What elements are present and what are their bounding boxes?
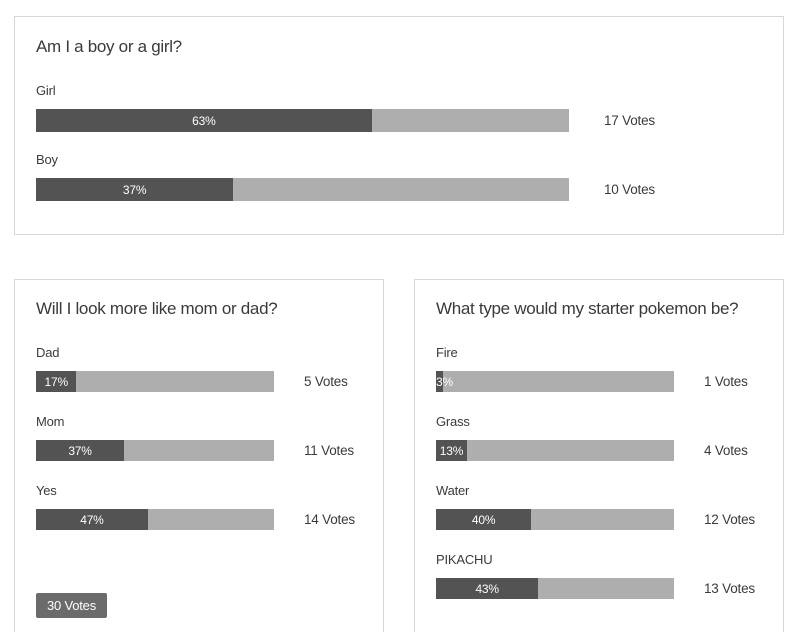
poll-question: What type would my starter pokemon be? xyxy=(436,299,739,318)
poll-option-label: Mom xyxy=(36,414,65,429)
vote-bar-fill: 17% xyxy=(36,371,77,392)
vote-count-label: 13 Votes xyxy=(704,581,755,596)
poll-option-label: Water xyxy=(436,483,470,498)
bottom-cards-row: Will I look more like mom or dad? Dad 17… xyxy=(14,279,784,632)
poll-option: Boy 37% 10 Votes xyxy=(36,152,762,201)
poll-option-bar-row: 40% 12 Votes xyxy=(436,509,762,530)
poll-option-label: Grass xyxy=(436,414,470,429)
poll-option: Yes 47% 14 Votes xyxy=(36,483,362,530)
vote-bar-fill: 37% xyxy=(36,178,234,201)
poll-option: Mom 37% 11 Votes xyxy=(36,414,362,461)
poll-option-label: Girl xyxy=(36,83,56,98)
vote-bar[interactable]: 63% xyxy=(36,109,569,132)
vote-count-label: 4 Votes xyxy=(704,443,748,458)
vote-bar[interactable]: 43% xyxy=(436,578,674,599)
poll-option-bar-row: 43% 13 Votes xyxy=(436,578,762,599)
vote-bar-fill: 37% xyxy=(36,440,125,461)
vote-count-label: 5 Votes xyxy=(304,374,348,389)
vote-percent-label: 17% xyxy=(44,374,69,389)
poll-option: PIKACHU 43% 13 Votes xyxy=(436,552,762,599)
vote-bar-fill: 47% xyxy=(36,509,148,530)
vote-bar-fill: 63% xyxy=(36,109,372,132)
vote-percent-label: 37% xyxy=(68,443,92,458)
poll-option-bar-row: 3% 1 Votes xyxy=(436,371,762,392)
vote-percent-label: 40% xyxy=(471,512,496,527)
vote-percent-label: 3% xyxy=(436,374,453,389)
vote-count-label: 14 Votes xyxy=(304,512,355,527)
vote-percent-label: 43% xyxy=(475,581,499,596)
poll-option-bar-row: 17% 5 Votes xyxy=(36,371,362,392)
vote-count-label: 11 Votes xyxy=(304,443,354,458)
vote-bar-fill: 40% xyxy=(436,509,532,530)
poll-option-label: PIKACHU xyxy=(436,552,493,567)
poll-question: Am I a boy or a girl? xyxy=(36,37,182,56)
poll-option-label: Yes xyxy=(36,483,57,498)
vote-bar[interactable]: 17% xyxy=(36,371,274,392)
poll-option-label: Fire xyxy=(436,345,458,360)
vote-bar[interactable]: 47% xyxy=(36,509,274,530)
vote-count-label: 1 Votes xyxy=(704,374,748,389)
vote-count-label: 12 Votes xyxy=(704,512,755,527)
poll-option: Fire 3% 1 Votes xyxy=(436,345,762,392)
vote-bar[interactable]: 37% xyxy=(36,178,569,201)
poll-option-bar-row: 37% 10 Votes xyxy=(36,178,762,201)
poll-question: Will I look more like mom or dad? xyxy=(36,299,278,318)
poll-option-label: Dad xyxy=(36,345,60,360)
vote-bar[interactable]: 13% xyxy=(436,440,674,461)
poll-option: Water 40% 12 Votes xyxy=(436,483,762,530)
vote-percent-label: 13% xyxy=(439,443,464,458)
vote-bar[interactable]: 37% xyxy=(36,440,274,461)
poll-option-bar-row: 37% 11 Votes xyxy=(36,440,362,461)
poll-card-pokemon: What type would my starter pokemon be? F… xyxy=(414,279,784,632)
vote-percent-label: 63% xyxy=(192,113,216,128)
poll-option-bar-row: 13% 4 Votes xyxy=(436,440,762,461)
poll-option-bar-row: 47% 14 Votes xyxy=(36,509,362,530)
vote-bar-fill: 43% xyxy=(436,578,539,599)
vote-percent-label: 47% xyxy=(80,512,104,527)
vote-bar[interactable]: 40% xyxy=(436,509,674,530)
poll-card-gender: Am I a boy or a girl? Girl 63% 17 Votes … xyxy=(14,16,784,235)
poll-option: Grass 13% 4 Votes xyxy=(436,414,762,461)
vote-count-label: 17 Votes xyxy=(604,113,655,128)
poll-card-parent: Will I look more like mom or dad? Dad 17… xyxy=(14,279,384,632)
vote-bar-fill: 13% xyxy=(436,440,467,461)
vote-count-label: 10 Votes xyxy=(604,182,655,197)
total-votes-badge: 30 Votes xyxy=(36,593,107,618)
poll-option-label: Boy xyxy=(36,152,58,167)
vote-percent-label: 37% xyxy=(122,182,147,197)
poll-option: Dad 17% 5 Votes xyxy=(36,345,362,392)
vote-bar[interactable]: 3% xyxy=(436,371,674,392)
vote-bar-fill: 3% xyxy=(436,371,453,392)
poll-option-bar-row: 63% 17 Votes xyxy=(36,109,762,132)
poll-option: Girl 63% 17 Votes xyxy=(36,83,762,132)
